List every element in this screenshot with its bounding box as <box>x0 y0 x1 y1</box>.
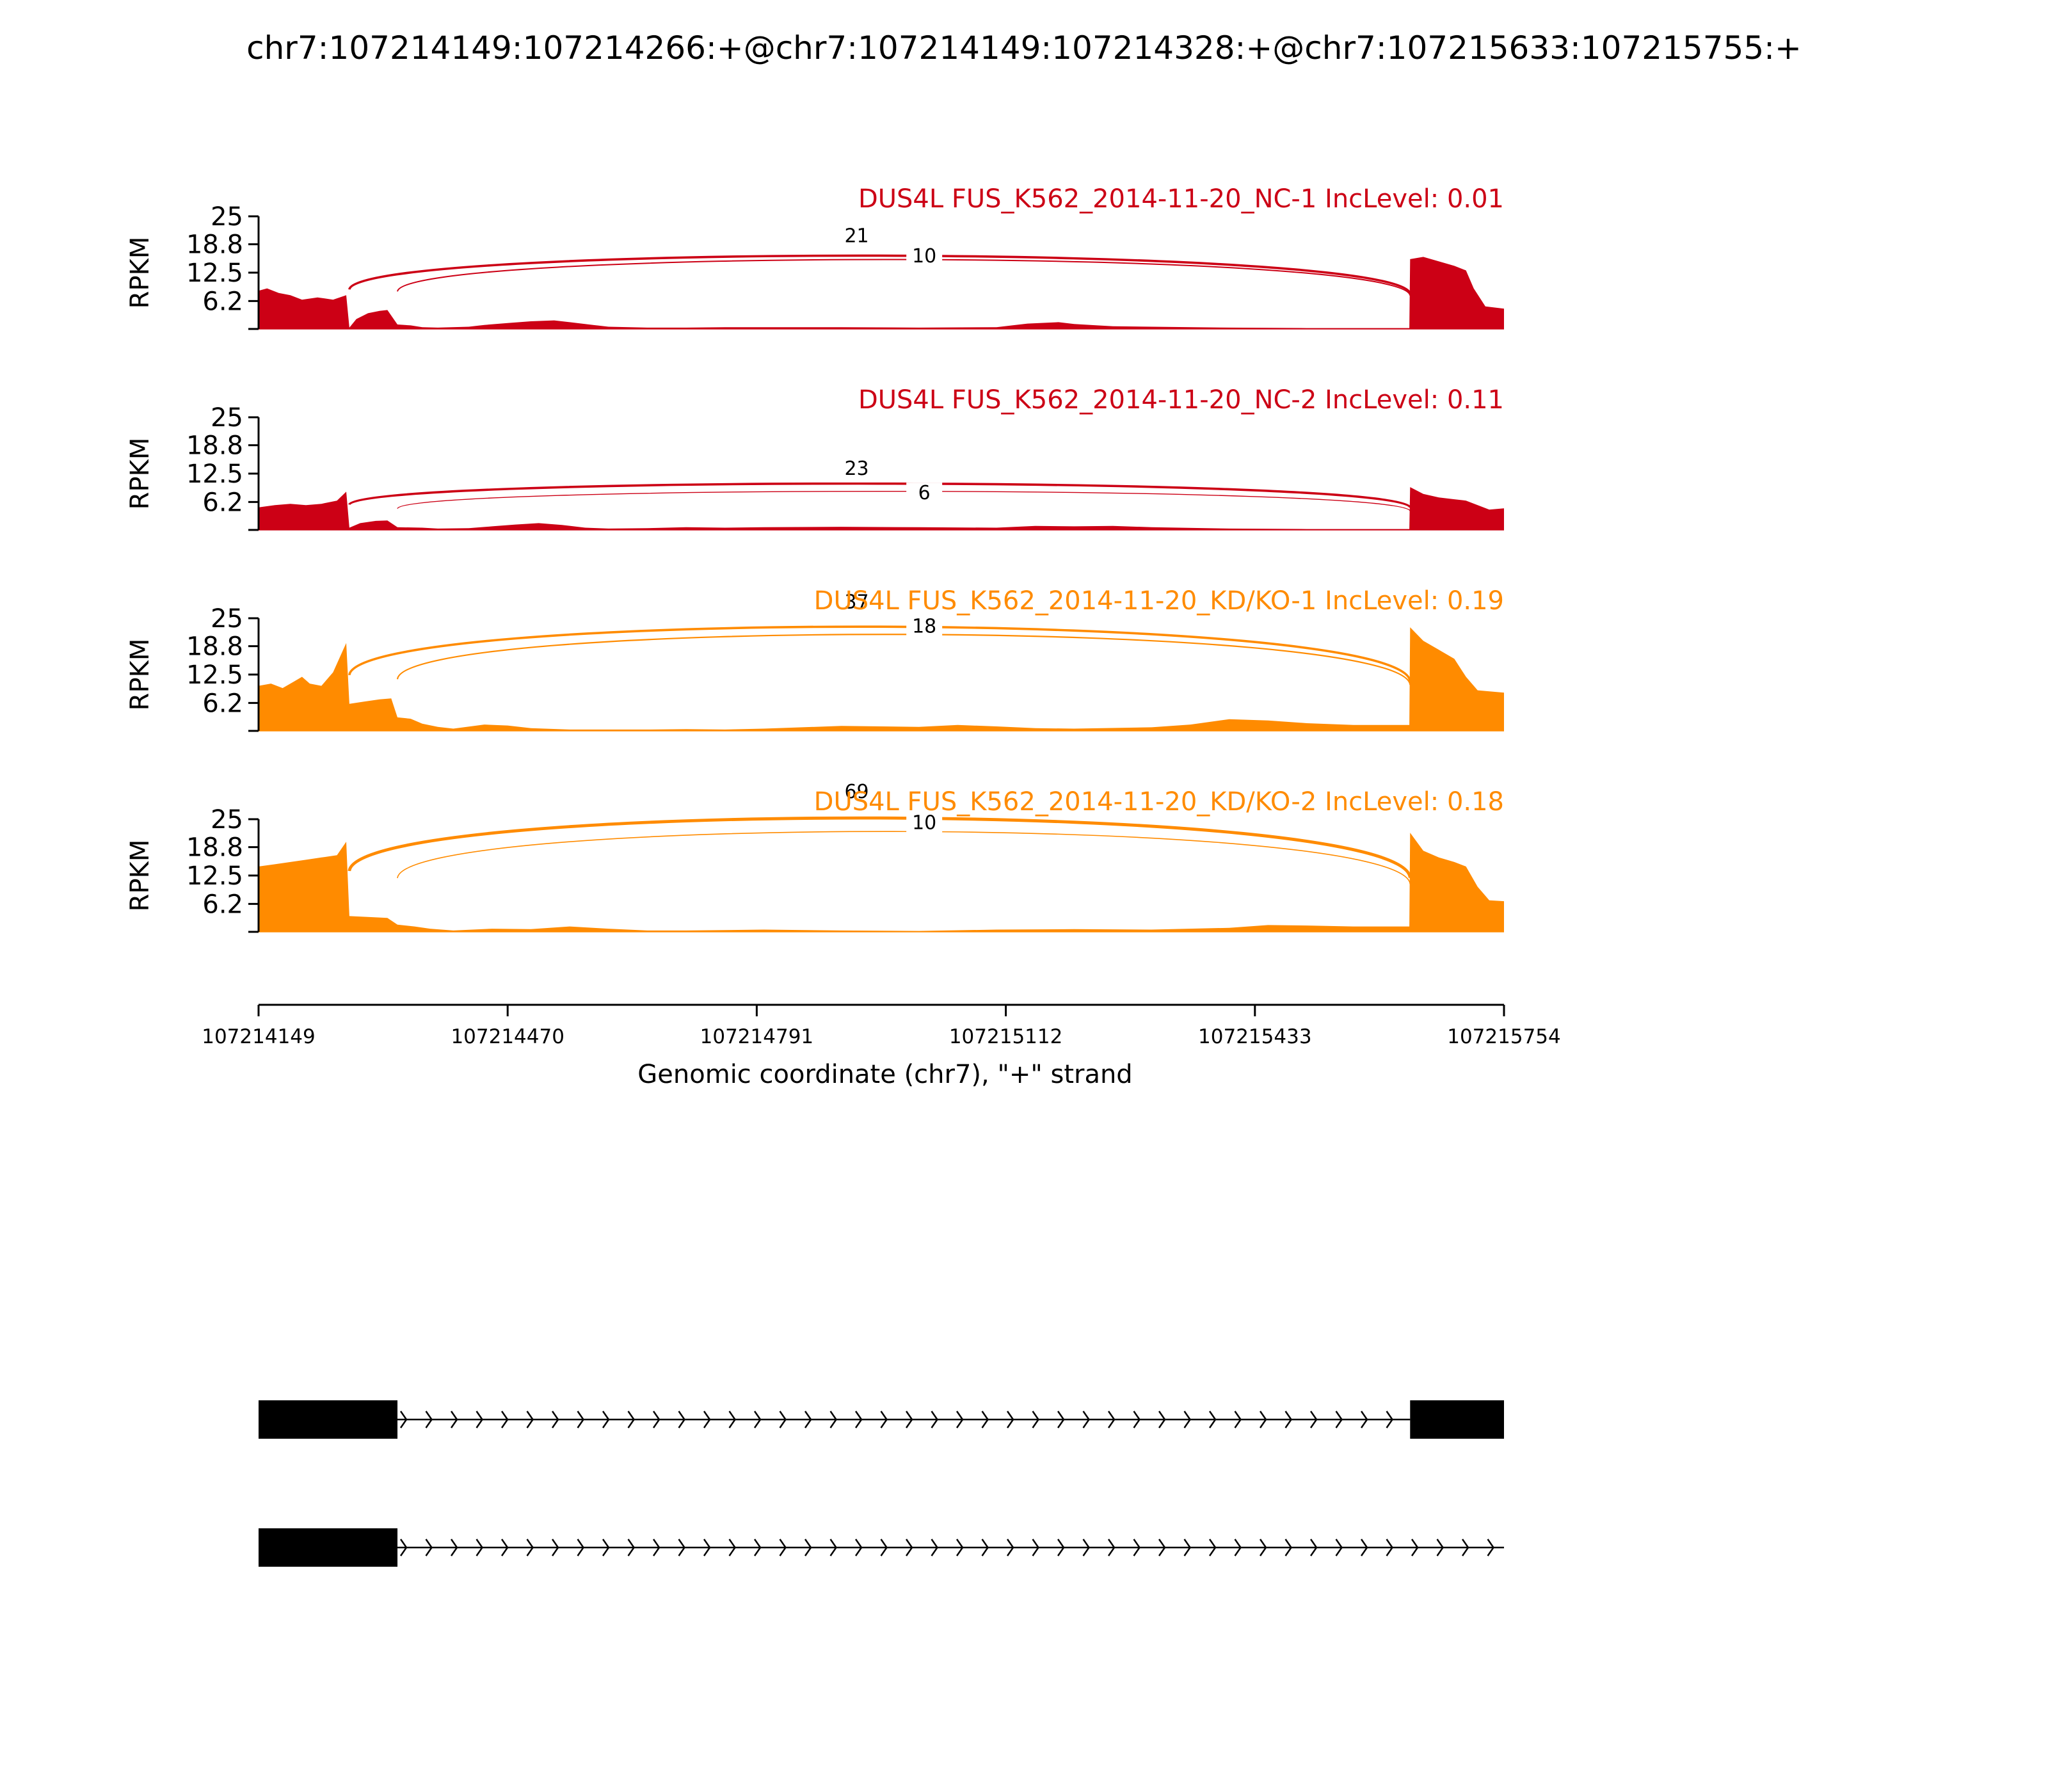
y-tick-label: 18.8 <box>186 431 243 461</box>
junction-arc <box>397 492 1410 511</box>
exon-block <box>1410 1400 1504 1439</box>
x-tick-label: 107214791 <box>700 1025 814 1048</box>
junction-arc <box>349 255 1410 294</box>
y-axis-label: RPKM <box>125 237 155 309</box>
coverage-area <box>259 627 1504 731</box>
x-tick-label: 107215433 <box>1198 1025 1312 1048</box>
x-tick-label: 107215112 <box>949 1025 1063 1048</box>
track-label: DUS4L FUS_K562_2014-11-20_KD/KO-1 IncLev… <box>814 586 1504 616</box>
y-tick-label: 25 <box>211 202 243 232</box>
isoform-2 <box>259 1528 1504 1567</box>
y-tick-label: 18.8 <box>186 230 243 260</box>
junction-arc <box>349 484 1410 508</box>
x-tick-label: 107214470 <box>451 1025 564 1048</box>
y-tick-label: 18.8 <box>186 833 243 863</box>
y-tick-label: 25 <box>211 403 243 433</box>
y-axis-label: RPKM <box>125 438 155 510</box>
track-1: 21 10 DUS4L FUS_K562_2014-11-20_NC-1 IncLe… <box>125 184 1504 329</box>
y-tick-label: 18.8 <box>186 632 243 662</box>
y-axis-label: RPKM <box>125 639 155 711</box>
track-label: DUS4L FUS_K562_2014-11-20_NC-2 IncLevel:… <box>858 385 1504 415</box>
y-tick-label: 12.5 <box>186 660 243 690</box>
x-axis-label: Genomic coordinate (chr7), "+" strand <box>637 1060 1132 1089</box>
y-tick-label: 25 <box>211 805 243 835</box>
coverage-area <box>259 833 1504 932</box>
junction-arc <box>397 259 1410 295</box>
exon-block <box>259 1400 397 1439</box>
y-tick-label: 6.2 <box>202 689 243 718</box>
x-tick-label: 107214149 <box>202 1025 316 1048</box>
x-axis: 107214149 107214470 107214791 107215112 1072… <box>202 1005 1561 1048</box>
y-tick-label: 25 <box>211 604 243 634</box>
track-label: DUS4L FUS_K562_2014-11-20_NC-1 IncLevel:… <box>858 184 1504 214</box>
y-tick-label: 6.2 <box>202 488 243 517</box>
y-tick-label: 12.5 <box>186 861 243 891</box>
y-axis-label: RPKM <box>125 840 155 912</box>
exon-block <box>259 1528 397 1567</box>
junction-count: 6 <box>918 482 931 504</box>
junction-count: 21 <box>844 225 868 248</box>
y-tick-label: 6.2 <box>202 287 243 316</box>
y-tick-label: 12.5 <box>186 259 243 288</box>
junction-arc <box>397 831 1410 884</box>
gene-structure <box>259 1400 1504 1567</box>
junction-count: 23 <box>844 458 868 480</box>
junction-count: 10 <box>912 245 936 268</box>
junction-count: 18 <box>912 615 936 637</box>
track-2: 23 6 DUS4L FUS_K562_2014-11-20_NC-2 IncLev… <box>125 385 1504 530</box>
y-tick-label: 6.2 <box>202 890 243 919</box>
figure-title: chr7:107214149:107214266:+@chr7:10721414… <box>246 29 1802 67</box>
coverage-tracks: 21 10 DUS4L FUS_K562_2014-11-20_NC-1 IncLe… <box>125 184 1504 932</box>
y-tick-label: 12.5 <box>186 460 243 489</box>
x-tick-label: 107215754 <box>1447 1025 1561 1048</box>
isoform-1 <box>259 1400 1504 1439</box>
track-label: DUS4L FUS_K562_2014-11-20_KD/KO-2 IncLev… <box>814 787 1504 817</box>
